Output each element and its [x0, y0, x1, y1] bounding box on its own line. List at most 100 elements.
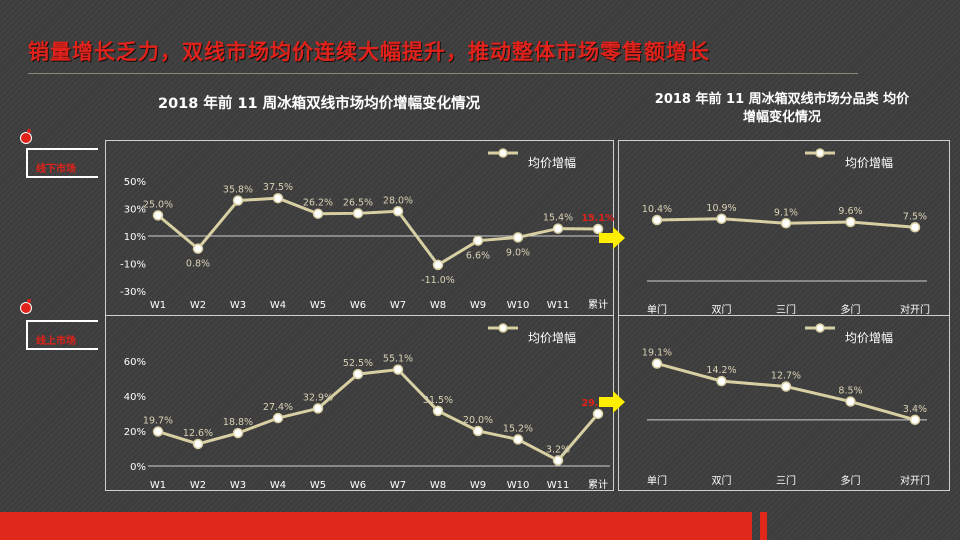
pin-icon: [20, 302, 32, 314]
chart-offline-category: 均价增幅 10.4% 10.9% 9.1% 9.6% 7.5% 单门 双门 三门 多门 对开门: [618, 140, 950, 316]
segment-label-online: 线上市场: [36, 332, 76, 347]
data-point: [434, 406, 443, 415]
data-point: [554, 224, 563, 233]
x-tick-label: 三门: [776, 474, 796, 487]
data-point: [782, 382, 791, 391]
x-tick-label: W7: [390, 480, 406, 491]
data-label: 31.5%: [423, 395, 453, 406]
x-tick-label: W5: [310, 300, 326, 311]
data-label: 9.6%: [838, 206, 862, 217]
y-tick-label: 50%: [124, 177, 146, 188]
x-tick-label: W2: [190, 300, 206, 311]
chart-online-category: 均价增幅 19.1% 14.2% 12.7% 8.5% 3.4% 单门 双门 三门 多门 对开门: [618, 315, 950, 491]
data-label: 27.4%: [263, 402, 293, 413]
data-label: 3.2%: [546, 444, 570, 455]
pin-icon: [20, 132, 32, 144]
x-tick-label: W9: [470, 480, 486, 491]
data-label: 26.2%: [303, 198, 333, 209]
data-point: [234, 196, 243, 205]
data-point: [911, 415, 920, 424]
data-point: [194, 439, 203, 448]
x-tick-label: W10: [507, 480, 530, 491]
data-point: [474, 427, 483, 436]
data-point: [274, 414, 283, 423]
legend-marker: [816, 149, 824, 157]
data-label: 28.0%: [383, 195, 413, 206]
chart-svg-online-category: 均价增幅 19.1% 14.2% 12.7% 8.5% 3.4% 单门 双门 三门 多门 对开门: [619, 316, 949, 490]
data-label: 15.4%: [543, 213, 573, 224]
series-line: [158, 198, 598, 265]
data-point: [717, 377, 726, 386]
legend-label: 均价增幅: [845, 155, 893, 170]
data-label: 19.7%: [143, 416, 173, 427]
data-point: [911, 223, 920, 232]
x-tick-label: 多门: [841, 474, 861, 487]
data-label: 12.7%: [771, 370, 801, 381]
x-tick-label: 对开门: [900, 474, 930, 487]
data-label: 55.1%: [383, 354, 413, 365]
data-label: 35.8%: [223, 185, 253, 196]
data-label: 7.5%: [903, 211, 927, 222]
data-point: [234, 429, 243, 438]
legend-label: 均价增幅: [528, 330, 576, 345]
data-point: [782, 219, 791, 228]
x-tick-label: W4: [270, 300, 286, 311]
x-tick-label: W3: [230, 480, 246, 491]
chart-svg-offline-weekly: 50% 30% 10% -10% -30% 均价增幅 25.0% 0.8% 35.8% 37.5%…: [106, 141, 613, 315]
x-tick-label: W2: [190, 480, 206, 491]
data-point: [514, 233, 523, 242]
data-label: 10.4%: [642, 204, 672, 215]
legend-label: 均价增幅: [845, 330, 893, 345]
x-tick-label: W11: [547, 300, 570, 311]
x-tick-label: W11: [547, 480, 570, 491]
data-label: 15.1%: [582, 213, 615, 224]
data-point: [846, 397, 855, 406]
arrow-right-icon: [599, 227, 627, 249]
chart-svg-online-weekly: 60%40%20%0%均价增幅19.7%12.6%18.8%27.4%32.9%…: [106, 316, 613, 490]
data-label: 37.5%: [263, 182, 293, 193]
legend-marker: [816, 324, 824, 332]
legend: 均价增幅: [805, 149, 893, 170]
x-tick-label: W6: [350, 300, 366, 311]
data-point: [846, 218, 855, 227]
y-tick-label: -10%: [120, 260, 146, 271]
x-tick-label: W10: [507, 300, 530, 311]
x-tick-label: W1: [150, 480, 166, 491]
x-tick-label: W6: [350, 480, 366, 491]
series-line: [158, 370, 598, 461]
left-chart-title: 2018 年前 11 周冰箱双线市场均价增幅变化情况: [158, 94, 538, 114]
data-label: -11.0%: [421, 275, 455, 286]
y-tick-label: 10%: [124, 232, 146, 243]
data-label: 3.4%: [903, 404, 927, 415]
data-point: [274, 194, 283, 203]
legend-label: 均价增幅: [528, 155, 576, 170]
x-tick-label: 单门: [647, 474, 667, 487]
segment-label-offline: 线下市场: [36, 160, 76, 175]
data-label: 52.5%: [343, 358, 373, 369]
data-point: [653, 216, 662, 225]
x-tick-label: W8: [430, 300, 446, 311]
data-point: [474, 236, 483, 245]
data-label: 8.5%: [838, 386, 862, 397]
title-divider: [28, 73, 858, 74]
data-point: [554, 456, 563, 465]
x-tick-label: W4: [270, 480, 286, 491]
footer-accent-tick: [760, 512, 767, 540]
legend-marker: [499, 149, 507, 157]
chart-offline-weekly: 50% 30% 10% -10% -30% 均价增幅 25.0% 0.8% 35.8% 37.5%…: [105, 140, 614, 316]
right-chart-title: 2018 年前 11 周冰箱双线市场分品类 均价增幅变化情况: [652, 91, 912, 127]
arrow-right-icon: [599, 391, 627, 413]
data-point: [314, 404, 323, 413]
x-tick-label: W8: [430, 480, 446, 491]
x-tick-label: 累计: [588, 478, 608, 491]
chart-svg-offline-category: 均价增幅10.4% 10.9% 9.1% 9.6% 7.5%单门 双门 三门 多门 对开门: [619, 141, 949, 315]
x-tick-label: W1: [150, 300, 166, 311]
x-tick-label: W5: [310, 480, 326, 491]
data-point: [394, 365, 403, 374]
data-label: 18.8%: [223, 417, 253, 428]
legend: 均价增幅: [488, 149, 576, 170]
chart-online-weekly: 60% 40% 20% 0% 均价增幅 19.7% 12.6% 18.8% 27.4% 32.9%…: [105, 315, 614, 491]
footer-accent-bar: [0, 512, 752, 540]
y-tick-label: 20%: [124, 427, 146, 438]
data-point: [394, 207, 403, 216]
